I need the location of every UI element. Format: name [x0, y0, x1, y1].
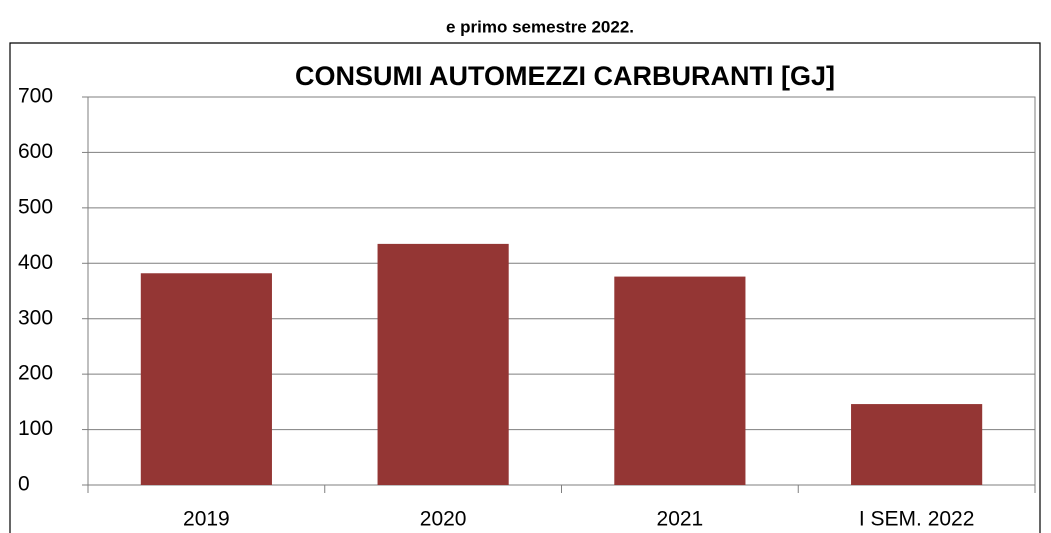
y-tick-label: 600 — [18, 140, 53, 163]
x-tick-label: 2021 — [657, 508, 704, 531]
y-tick-label: 500 — [18, 195, 53, 218]
y-tick-label: 0 — [18, 473, 30, 496]
bar — [140, 273, 272, 485]
y-tick-label: 100 — [18, 417, 53, 440]
x-tick-label: I SEM. 2022 — [859, 508, 975, 531]
y-tick-label: 700 — [18, 85, 53, 108]
bar — [851, 404, 983, 485]
chart-title: CONSUMI AUTOMEZZI CARBURANTI [GJ] — [295, 61, 835, 91]
y-tick-label: 300 — [18, 306, 53, 329]
caption: e primo semestre 2022. — [446, 17, 634, 36]
chart-border — [9, 42, 1041, 533]
bar — [614, 276, 746, 485]
x-tick-label: 2019 — [183, 508, 230, 531]
bar — [377, 243, 509, 485]
y-tick-label: 400 — [18, 251, 53, 274]
y-tick-label: 200 — [18, 362, 53, 385]
x-tick-label: 2020 — [420, 508, 467, 531]
